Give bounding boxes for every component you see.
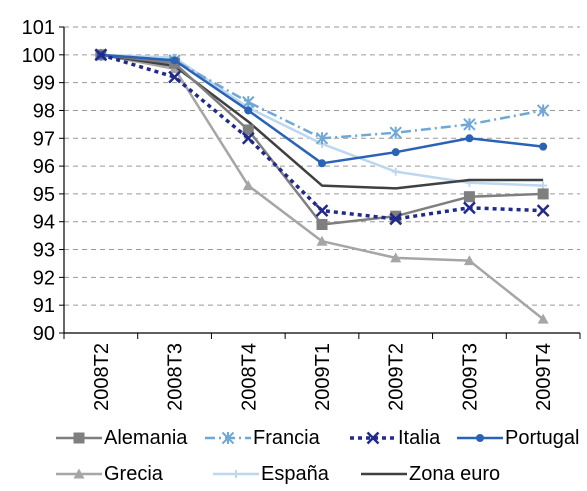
marker-star: [242, 95, 255, 109]
marker-circle: [465, 134, 474, 143]
y-tick-label: 91: [33, 295, 55, 317]
legend-item: Alemania: [56, 427, 188, 449]
marker-plus: [539, 181, 548, 190]
y-tick-label: 97: [33, 128, 55, 150]
marker-triangle: [537, 313, 549, 324]
y-tick-label: 99: [33, 73, 55, 95]
marker-plus: [391, 167, 400, 176]
marker-circle: [476, 434, 484, 442]
legend-label: Alemania: [104, 427, 188, 449]
marker-x: [536, 204, 550, 217]
marker-square: [390, 210, 402, 222]
marker-circle: [318, 159, 326, 168]
x-tick-label: 2008T4: [238, 343, 260, 411]
x-tick-label: 2008T2: [91, 343, 113, 411]
legend-label: España: [261, 463, 330, 485]
marker-circle: [539, 142, 548, 151]
marker-x: [94, 48, 108, 62]
marker-square: [316, 219, 328, 231]
marker-triangle: [242, 180, 254, 191]
gridlines: [64, 26, 580, 306]
series-lines: [94, 48, 550, 324]
marker-circle: [170, 56, 179, 65]
legend-label: Francia: [253, 427, 321, 449]
legend-label: Portugal: [505, 427, 580, 449]
marker-star: [315, 132, 329, 145]
legend-label: Zona euro: [409, 463, 500, 485]
series-line: [100, 53, 544, 190]
y-tick-label: 94: [33, 212, 55, 234]
marker-square: [537, 188, 549, 200]
legend-item: España: [213, 463, 330, 485]
legend-label: Italia: [398, 427, 441, 449]
series-line: [100, 53, 544, 321]
series-zona-euro: [100, 53, 544, 190]
marker-x: [241, 131, 255, 145]
legend-label: Grecia: [104, 463, 164, 485]
marker-square: [242, 124, 254, 136]
x-tick-label: 2009T2: [386, 343, 408, 411]
y-tick-label: 101: [22, 17, 55, 39]
marker-x: [168, 70, 181, 84]
y-tick-label: 92: [33, 267, 55, 289]
legend-item: Zona euro: [361, 463, 500, 485]
marker-square: [73, 432, 85, 444]
x-tick-label: 2009T4: [533, 343, 555, 411]
legend: Alemania Francia Italia Portugal Grecia Españ…: [56, 427, 580, 485]
legend-item: Grecia: [56, 463, 164, 485]
marker-x: [366, 431, 380, 445]
marker-square: [463, 191, 475, 203]
series-portugal: [96, 50, 548, 168]
y-tick-label: 93: [33, 240, 55, 262]
y-tick-label: 100: [22, 45, 55, 67]
marker-star: [221, 431, 235, 445]
marker-star: [463, 118, 476, 131]
x-tick-label: 2009T1: [312, 343, 334, 411]
tick-labels: 90 91 92 93 94 95 96 97 98 99 100 101 2008T2 2008T3 20…: [22, 17, 556, 411]
marker-star: [536, 104, 550, 117]
marker-x: [389, 212, 403, 226]
x-tick-label: 2009T3: [459, 343, 481, 411]
y-tick-label: 95: [33, 184, 55, 206]
marker-circle: [391, 148, 400, 157]
marker-triangle: [316, 235, 328, 246]
legend-item: Francia: [205, 427, 321, 449]
x-tick-label: 2008T3: [165, 343, 187, 411]
y-tick-label: 90: [33, 323, 55, 345]
series-españa: [96, 50, 548, 190]
marker-star: [389, 126, 402, 139]
marker-x: [463, 201, 476, 215]
legend-item: Italia: [350, 427, 441, 449]
marker-triangle: [390, 252, 402, 263]
y-tick-label: 96: [33, 156, 55, 178]
marker-plus: [232, 470, 240, 478]
axes: [59, 26, 581, 339]
y-tick-label: 98: [33, 100, 55, 122]
series-italia: [94, 48, 550, 226]
series-grecia: [95, 49, 549, 324]
marker-triangle: [73, 468, 85, 479]
legend-item: Portugal: [457, 427, 580, 449]
marker-circle: [244, 106, 253, 115]
marker-x: [315, 204, 329, 217]
marker-triangle: [463, 255, 475, 266]
